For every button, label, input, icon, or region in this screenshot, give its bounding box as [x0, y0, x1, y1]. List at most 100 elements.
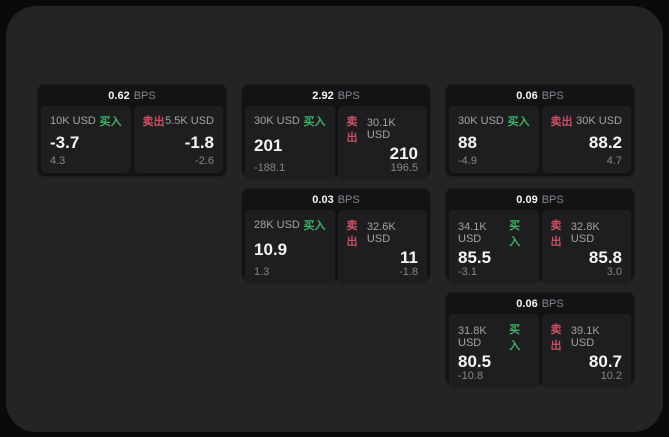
buy-price: 201 — [254, 136, 283, 155]
card-body: 30K USD 买入 88 -4.9 卖出 30K USD 88.2 4.7 — [446, 106, 634, 176]
card-body: 28K USD 买入 10.9 1.3 卖出 32.6K USD 11 -1.8 — [242, 210, 430, 287]
spread-unit: BPS — [541, 297, 564, 310]
sell-label: 卖出 — [550, 324, 562, 352]
sell-delta: -1.8 — [399, 266, 418, 278]
sell-pane-top-row: 卖出 30K USD — [551, 113, 623, 129]
sell-price: 11 — [400, 248, 418, 267]
sell-amount: 30.1K USD — [366, 117, 396, 141]
card-body: 34.1K USD 买入 85.5 -3.1 卖出 32.8K USD 85.8… — [446, 210, 634, 287]
spread-value: 2.92 — [312, 89, 334, 102]
sell-price: 88.2 — [588, 132, 622, 152]
quote-card-4: 0.03 BPS 28K USD 买入 10.9 1.3 卖出 32.6K US… — [241, 188, 431, 284]
buy-delta: -4.9 — [458, 155, 477, 167]
card-body: 31.8K USD 买入 80.5 -10.8 卖出 39.1K USD 80.… — [446, 314, 634, 391]
buy-pane-top-row: 34.1K USD 买入 — [458, 217, 530, 249]
sell-label: 卖出 — [346, 116, 358, 144]
buy-amount: 30K USD — [458, 115, 504, 127]
buy-label: 买入 — [509, 220, 521, 248]
buy-amount: 34.1K USD — [458, 221, 487, 245]
buy-label: 买入 — [509, 324, 521, 352]
buy-pane[interactable]: 28K USD 买入 10.9 1.3 — [245, 210, 335, 284]
spread-header: 0.06 BPS — [446, 85, 634, 106]
spread-unit: BPS — [133, 89, 156, 102]
spread-unit: BPS — [337, 193, 360, 206]
buy-price: 85.5 — [458, 248, 492, 267]
buy-label: 买入 — [507, 116, 530, 128]
buy-pane-top-row: 30K USD 买入 — [458, 113, 530, 129]
sell-label: 卖出 — [550, 220, 562, 248]
sell-delta: -2.6 — [195, 155, 214, 167]
sell-pane-top-row: 卖出 32.8K USD — [551, 217, 623, 249]
sell-price: 210 — [389, 144, 418, 163]
buy-price: 10.9 — [254, 240, 288, 259]
buy-delta: 4.3 — [50, 155, 66, 167]
buy-amount: 28K USD — [254, 219, 300, 231]
buy-amount: 10K USD — [50, 115, 96, 127]
sell-price: 80.7 — [588, 352, 622, 371]
spread-header: 0.09 BPS — [446, 189, 634, 210]
buy-pane-top-row: 10K USD 买入 — [50, 113, 122, 129]
sell-pane[interactable]: 卖出 32.6K USD 11 -1.8 — [337, 210, 427, 284]
spread-header: 0.03 BPS — [242, 189, 430, 210]
sell-pane-top-row: 卖出 5.5K USD — [143, 113, 215, 129]
sell-amount: 32.6K USD — [366, 221, 396, 245]
quote-card-1: 0.62 BPS 10K USD 买入 -3.7 4.3 卖出 5.5K USD — [37, 84, 227, 177]
sell-delta: 10.2 — [600, 370, 622, 382]
spread-header: 2.92 BPS — [242, 85, 430, 106]
spread-value: 0.06 — [516, 89, 538, 102]
buy-price: 80.5 — [458, 352, 492, 371]
sell-amount: 39.1K USD — [570, 325, 600, 349]
spread-value: 0.03 — [312, 193, 334, 206]
quote-card-2: 2.92 BPS 30K USD 买入 201 -188.1 卖出 30.1K … — [241, 84, 431, 180]
sell-amount: 30K USD — [576, 115, 622, 127]
quote-card-6: 0.06 BPS 31.8K USD 买入 80.5 -10.8 卖出 39.1… — [445, 292, 635, 388]
spread-header: 0.06 BPS — [446, 293, 634, 314]
buy-price: 88 — [458, 132, 477, 152]
buy-pane[interactable]: 30K USD 买入 88 -4.9 — [449, 106, 539, 173]
buy-delta: -188.1 — [254, 162, 286, 174]
spread-header: 0.62 BPS — [38, 85, 226, 106]
buy-amount: 31.8K USD — [458, 325, 487, 349]
card-body: 10K USD 买入 -3.7 4.3 卖出 5.5K USD -1.8 -2.… — [38, 106, 226, 176]
sell-pane-top-row: 卖出 39.1K USD — [551, 321, 623, 353]
buy-delta: 1.3 — [254, 266, 270, 278]
sell-pane[interactable]: 卖出 39.1K USD 80.7 10.2 — [541, 314, 631, 388]
sell-price: -1.8 — [184, 132, 214, 152]
buy-amount: 30K USD — [254, 115, 300, 127]
sell-pane[interactable]: 卖出 30K USD 88.2 4.7 — [541, 106, 631, 173]
app-panel: 0.62 BPS 10K USD 买入 -3.7 4.3 卖出 5.5K USD — [6, 6, 663, 432]
buy-pane[interactable]: 34.1K USD 买入 85.5 -3.1 — [449, 210, 539, 284]
spread-unit: BPS — [541, 89, 564, 102]
spread-unit: BPS — [541, 193, 564, 206]
buy-pane[interactable]: 31.8K USD 买入 80.5 -10.8 — [449, 314, 539, 388]
sell-label: 卖出 — [550, 116, 573, 128]
buy-pane-top-row: 30K USD 买入 — [254, 113, 326, 129]
buy-pane[interactable]: 10K USD 买入 -3.7 4.3 — [41, 106, 131, 173]
spread-unit: BPS — [337, 89, 360, 102]
sell-pane-top-row: 卖出 32.6K USD — [347, 217, 419, 249]
sell-pane[interactable]: 卖出 30.1K USD 210 196.5 — [337, 106, 427, 180]
sell-delta: 196.5 — [390, 162, 418, 174]
buy-pane[interactable]: 30K USD 买入 201 -188.1 — [245, 106, 335, 180]
buy-delta: -3.1 — [458, 266, 477, 278]
sell-pane[interactable]: 卖出 5.5K USD -1.8 -2.6 — [133, 106, 223, 173]
sell-price: 85.8 — [588, 248, 622, 267]
sell-label: 卖出 — [142, 116, 165, 128]
quote-card-3: 0.06 BPS 30K USD 买入 88 -4.9 卖出 30K USD — [445, 84, 635, 177]
buy-label: 买入 — [303, 220, 326, 232]
spread-value: 0.62 — [108, 89, 130, 102]
sell-amount: 32.8K USD — [570, 221, 600, 245]
buy-pane-top-row: 28K USD 买入 — [254, 217, 326, 233]
sell-pane-top-row: 卖出 30.1K USD — [347, 113, 419, 145]
buy-label: 买入 — [303, 116, 326, 128]
spread-value: 0.06 — [516, 297, 538, 310]
buy-pane-top-row: 31.8K USD 买入 — [458, 321, 530, 353]
spread-value: 0.09 — [516, 193, 538, 206]
card-body: 30K USD 买入 201 -188.1 卖出 30.1K USD 210 1… — [242, 106, 430, 183]
buy-price: -3.7 — [50, 132, 80, 152]
quote-card-5: 0.09 BPS 34.1K USD 买入 85.5 -3.1 卖出 32.8K… — [445, 188, 635, 284]
sell-delta: 4.7 — [606, 155, 622, 167]
buy-delta: -10.8 — [458, 370, 484, 382]
sell-pane[interactable]: 卖出 32.8K USD 85.8 3.0 — [541, 210, 631, 284]
sell-delta: 3.0 — [606, 266, 622, 278]
